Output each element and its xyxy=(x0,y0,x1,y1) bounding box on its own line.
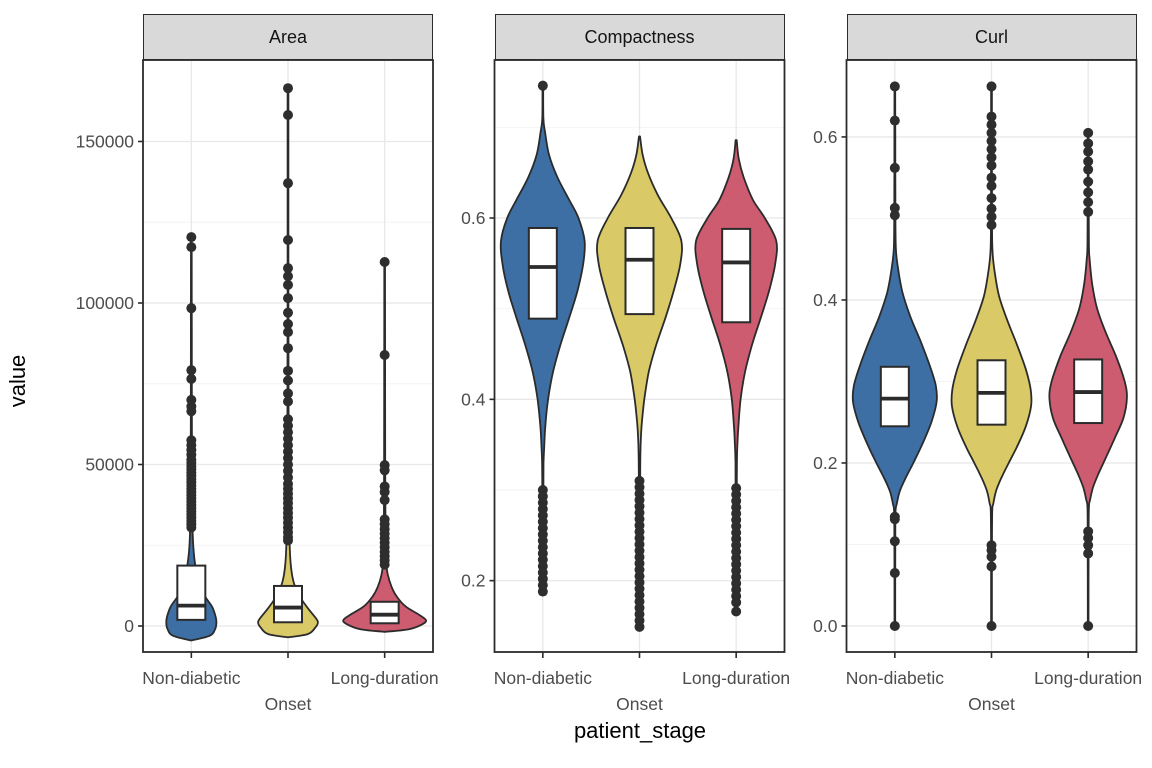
y-tick-label: 0.2 xyxy=(813,453,837,473)
y-tick-label: 100000 xyxy=(76,293,135,313)
x-tick-label: Onset xyxy=(265,694,312,714)
x-tick-label: Onset xyxy=(968,694,1015,714)
boxplot-non-diabetic xyxy=(879,365,910,428)
outlier-points xyxy=(634,475,645,632)
facet-label-area: Area xyxy=(268,26,308,47)
violin-group-compactness-0 xyxy=(499,80,586,597)
y-tick-label: 0.4 xyxy=(461,389,486,409)
boxplot-non-diabetic xyxy=(527,226,558,320)
outlier-points xyxy=(1083,127,1094,631)
violin-onset xyxy=(596,135,683,628)
y-tick-label: 0.0 xyxy=(813,616,838,636)
facet-strip-curl: Curl xyxy=(846,14,1137,60)
outlier-points xyxy=(379,256,390,570)
y-tick-label: 0.6 xyxy=(461,208,485,228)
x-tick-label: Onset xyxy=(616,694,663,714)
facet-strip-compactness: Compactness xyxy=(494,14,785,60)
y-axis-title: value xyxy=(5,354,30,408)
boxplot-non-diabetic xyxy=(176,564,207,621)
outlier-points xyxy=(283,83,293,546)
y-tick-label: 50000 xyxy=(85,454,134,474)
x-tick-label: Long-duration xyxy=(1034,668,1142,688)
violin-group-area-0 xyxy=(165,232,218,642)
violin-group-curl-1 xyxy=(950,81,1033,631)
facet-strip-area: Area xyxy=(143,14,433,60)
facet-label-curl: Curl xyxy=(974,26,1008,47)
violin-group-compactness-2 xyxy=(694,139,778,617)
outlier-points xyxy=(986,81,997,631)
violin-group-area-2 xyxy=(342,256,427,633)
x-axis-title: patient_stage xyxy=(573,718,707,743)
boxplot-onset xyxy=(624,226,655,316)
violin-group-area-1 xyxy=(257,83,319,639)
y-tick-label: 0.6 xyxy=(813,127,837,147)
outlier-points xyxy=(889,81,900,631)
boxplot-long-duration xyxy=(369,600,400,625)
facet-label-compactness: Compactness xyxy=(584,26,695,47)
violin-long-duration xyxy=(694,139,778,609)
y-tick-label: 0.4 xyxy=(813,290,838,310)
outlier-points xyxy=(537,80,548,597)
violin-group-compactness-1 xyxy=(596,135,683,632)
facet-panel-area: 0 50000 100000 150000 Non-diabetic Onset Long-… xyxy=(76,59,439,714)
facet-panel-compactness: 0.2 0.4 0.6 Non-diabetic Onset Long-duration xyxy=(461,59,790,714)
outlier-points xyxy=(186,232,197,533)
boxplot-long-duration xyxy=(721,227,752,324)
x-tick-label: Long-duration xyxy=(682,668,790,688)
boxplot-onset xyxy=(273,584,303,624)
x-tick-label: Long-duration xyxy=(331,668,439,688)
violin-group-curl-2 xyxy=(1048,127,1128,631)
x-tick-label: Non-diabetic xyxy=(494,668,592,688)
x-tick-label: Non-diabetic xyxy=(846,668,944,688)
outlier-points xyxy=(731,483,742,617)
facet-panel-curl: 0.0 0.2 0.4 0.6 Non-diabetic Onset Long-durati… xyxy=(813,59,1142,714)
y-tick-label: 0.2 xyxy=(461,571,485,591)
violin-group-curl-0 xyxy=(851,81,938,631)
y-tick-label: 0 xyxy=(124,616,134,636)
x-tick-label: Non-diabetic xyxy=(142,668,240,688)
y-tick-label: 150000 xyxy=(76,131,135,151)
